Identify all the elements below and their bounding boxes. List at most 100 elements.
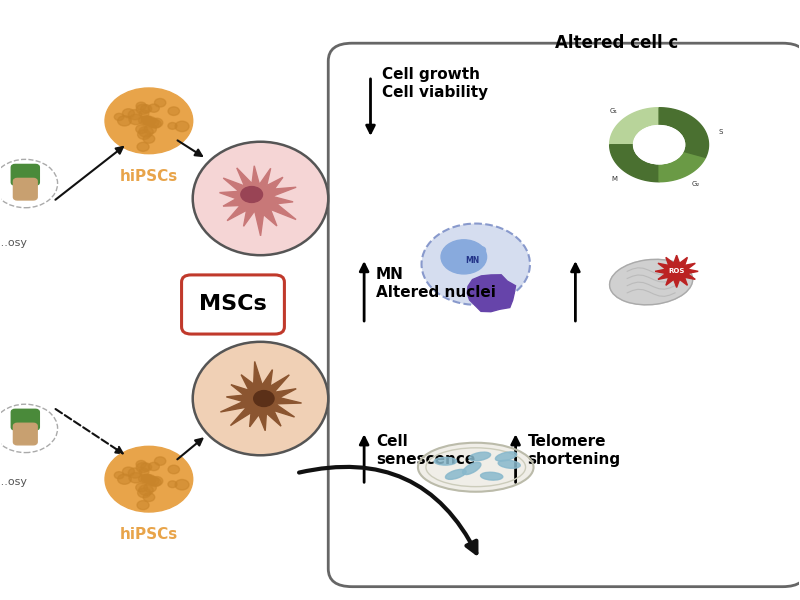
Circle shape [143,134,154,143]
Circle shape [148,463,159,470]
Circle shape [142,474,153,482]
Circle shape [129,114,143,125]
FancyBboxPatch shape [182,275,285,334]
Circle shape [136,102,146,110]
Circle shape [150,119,161,128]
Polygon shape [610,145,659,182]
Circle shape [118,474,131,484]
Ellipse shape [418,443,534,492]
Circle shape [129,473,143,483]
FancyBboxPatch shape [11,409,39,430]
Circle shape [141,475,151,483]
Text: M: M [611,176,617,182]
Text: hiPSCs: hiPSCs [120,169,178,184]
Circle shape [144,125,156,134]
Circle shape [154,457,166,466]
Circle shape [148,104,159,112]
Circle shape [128,110,142,120]
Text: Cell growth
Cell viability: Cell growth Cell viability [382,67,489,100]
Circle shape [105,446,193,512]
Circle shape [143,475,156,484]
Text: MSCs: MSCs [199,295,267,314]
Circle shape [105,88,193,154]
Ellipse shape [193,342,328,455]
Circle shape [138,475,150,483]
Circle shape [154,98,166,107]
FancyBboxPatch shape [328,43,800,587]
Circle shape [147,118,159,127]
Circle shape [150,478,161,487]
Circle shape [168,481,177,488]
Circle shape [634,125,685,164]
Circle shape [136,104,150,114]
Polygon shape [655,255,698,287]
Circle shape [147,476,159,485]
Ellipse shape [254,391,274,406]
Circle shape [144,118,154,124]
Circle shape [137,142,149,151]
Circle shape [138,130,150,139]
Circle shape [143,493,154,502]
Circle shape [136,460,146,468]
Text: ...osy: ...osy [0,238,27,248]
Ellipse shape [193,142,328,255]
Ellipse shape [498,460,520,469]
Circle shape [141,117,151,125]
Ellipse shape [446,469,466,479]
Ellipse shape [495,452,517,461]
Polygon shape [610,107,659,145]
Circle shape [634,125,685,164]
Circle shape [139,127,153,137]
Circle shape [168,122,177,130]
Text: MN
Altered nuclei: MN Altered nuclei [376,267,496,299]
Circle shape [150,118,163,127]
Circle shape [136,463,150,473]
Circle shape [139,485,153,496]
Circle shape [122,109,134,118]
Ellipse shape [462,462,481,475]
Circle shape [144,483,156,492]
Text: ROS: ROS [669,268,685,274]
Circle shape [142,116,153,124]
Text: Telomere
shortening: Telomere shortening [527,434,621,467]
Text: hiPSCs: hiPSCs [120,527,178,542]
Polygon shape [659,107,709,157]
Circle shape [137,500,149,509]
Circle shape [141,463,152,471]
Ellipse shape [481,472,503,480]
Circle shape [477,247,486,253]
Circle shape [175,121,189,131]
Circle shape [175,479,189,490]
Circle shape [139,110,149,117]
Circle shape [143,116,156,126]
Circle shape [150,476,163,485]
Circle shape [128,468,142,478]
Circle shape [141,105,152,113]
FancyBboxPatch shape [11,164,39,185]
Text: G₁: G₁ [610,108,618,114]
Ellipse shape [469,452,490,461]
Ellipse shape [241,187,262,202]
Polygon shape [467,275,515,311]
Text: S: S [718,130,723,136]
Circle shape [168,107,179,115]
FancyBboxPatch shape [14,423,37,445]
Circle shape [144,476,154,482]
Circle shape [138,488,150,498]
Circle shape [168,465,179,474]
Text: G₂: G₂ [691,181,700,187]
Text: Cell
senescence: Cell senescence [376,434,475,467]
Circle shape [114,472,124,479]
Text: ...osy: ...osy [0,477,27,487]
Circle shape [136,483,147,492]
Circle shape [139,468,149,476]
Polygon shape [221,361,302,431]
Text: MN: MN [465,256,479,265]
Circle shape [441,240,486,274]
Circle shape [118,116,131,126]
Circle shape [422,224,530,305]
FancyBboxPatch shape [14,178,37,200]
Polygon shape [219,166,296,236]
Ellipse shape [610,259,693,305]
Circle shape [122,467,134,476]
